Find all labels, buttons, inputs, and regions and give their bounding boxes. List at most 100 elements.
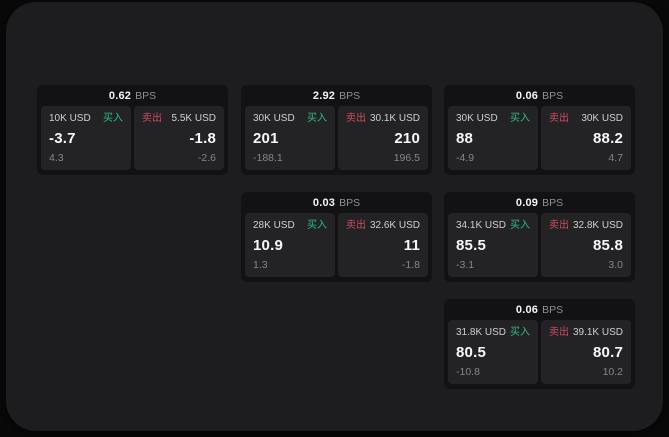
buy-tile-header: 31.8K USD 买入 xyxy=(456,327,530,338)
bps-value: 0.62 xyxy=(108,89,132,102)
buy-amount-label: 30K USD xyxy=(253,113,295,124)
card-body: 30K USD 买入 88 -4.9 卖出 30K USD 88.2 4.7 xyxy=(444,106,635,170)
sell-side-label: 卖出 xyxy=(549,220,569,231)
sell-quote-tile[interactable]: 卖出 32.8K USD 85.8 3.0 xyxy=(541,213,631,277)
sell-tile-header: 卖出 32.8K USD xyxy=(549,220,623,231)
bps-unit-label: BPS xyxy=(542,89,564,102)
sell-quote-tile[interactable]: 卖出 39.1K USD 80.7 10.2 xyxy=(541,320,631,384)
buy-delta-value: -4.9 xyxy=(456,152,475,164)
sell-amount-label: 30.1K USD xyxy=(369,113,420,124)
sell-price-value: 210 xyxy=(394,129,420,147)
sell-delta-value: 196.5 xyxy=(393,152,420,164)
buy-delta-value: -10.8 xyxy=(456,366,480,378)
buy-side-label: 买入 xyxy=(510,113,530,124)
buy-price-value: 88 xyxy=(456,129,474,147)
buy-quote-tile[interactable]: 34.1K USD 买入 85.5 -3.1 xyxy=(448,213,538,277)
buy-amount-label: 31.8K USD xyxy=(456,327,507,338)
buy-price-value: 201 xyxy=(253,129,279,147)
sell-amount-label: 32.6K USD xyxy=(369,220,420,231)
buy-price-value: 10.9 xyxy=(253,236,283,254)
bps-unit-label: BPS xyxy=(135,89,157,102)
bps-value: 0.06 xyxy=(515,89,539,102)
sell-side-label: 卖出 xyxy=(549,113,569,124)
buy-quote-tile[interactable]: 30K USD 买入 201 -188.1 xyxy=(245,106,335,170)
card-body: 28K USD 买入 10.9 1.3 卖出 32.6K USD 11 -1.8 xyxy=(241,213,432,277)
sell-tile-header: 卖出 5.5K USD xyxy=(142,113,216,124)
buy-delta-value: 4.3 xyxy=(49,152,64,164)
sell-amount-label: 30K USD xyxy=(581,113,623,124)
sell-tile-header: 卖出 30.1K USD xyxy=(346,113,420,124)
sell-tile-header: 卖出 30K USD xyxy=(549,113,623,124)
quote-card: 0.03 BPS 28K USD 买入 10.9 1.3 卖出 32.6K US… xyxy=(241,192,432,282)
buy-price-value: 80.5 xyxy=(456,343,486,361)
card-header: 0.09 BPS xyxy=(444,192,635,213)
bps-unit-label: BPS xyxy=(339,196,361,209)
sell-price-value: 85.8 xyxy=(593,236,623,254)
bps-unit-label: BPS xyxy=(542,303,564,316)
quote-card: 0.09 BPS 34.1K USD 买入 85.5 -3.1 卖出 32.8K… xyxy=(444,192,635,282)
sell-price-value: 88.2 xyxy=(593,129,623,147)
buy-tile-header: 34.1K USD 买入 xyxy=(456,220,530,231)
buy-amount-label: 10K USD xyxy=(49,113,91,124)
quote-card: 0.06 BPS 30K USD 买入 88 -4.9 卖出 30K USD 8… xyxy=(444,85,635,175)
sell-amount-label: 39.1K USD xyxy=(572,327,623,338)
buy-amount-label: 30K USD xyxy=(456,113,498,124)
buy-tile-header: 10K USD 买入 xyxy=(49,113,123,124)
bps-unit-label: BPS xyxy=(542,196,564,209)
quote-card: 0.06 BPS 31.8K USD 买入 80.5 -10.8 卖出 39.1… xyxy=(444,299,635,389)
sell-side-label: 卖出 xyxy=(346,220,366,231)
buy-amount-label: 34.1K USD xyxy=(456,220,507,231)
card-body: 30K USD 买入 201 -188.1 卖出 30.1K USD 210 1… xyxy=(241,106,432,170)
card-body: 10K USD 买入 -3.7 4.3 卖出 5.5K USD -1.8 -2.… xyxy=(37,106,228,170)
sell-delta-value: 10.2 xyxy=(602,366,623,378)
buy-tile-header: 30K USD 买入 xyxy=(456,113,530,124)
sell-delta-value: -2.6 xyxy=(197,152,216,164)
buy-side-label: 买入 xyxy=(510,220,530,231)
buy-quote-tile[interactable]: 28K USD 买入 10.9 1.3 xyxy=(245,213,335,277)
card-header: 0.62 BPS xyxy=(37,85,228,106)
bps-value: 0.09 xyxy=(515,196,539,209)
buy-side-label: 买入 xyxy=(510,327,530,338)
quote-card: 2.92 BPS 30K USD 买入 201 -188.1 卖出 30.1K … xyxy=(241,85,432,175)
card-body: 34.1K USD 买入 85.5 -3.1 卖出 32.8K USD 85.8… xyxy=(444,213,635,277)
sell-tile-header: 卖出 32.6K USD xyxy=(346,220,420,231)
buy-side-label: 买入 xyxy=(307,220,327,231)
sell-delta-value: 4.7 xyxy=(608,152,623,164)
sell-quote-tile[interactable]: 卖出 30.1K USD 210 196.5 xyxy=(338,106,428,170)
buy-quote-tile[interactable]: 30K USD 买入 88 -4.9 xyxy=(448,106,538,170)
bps-value: 0.06 xyxy=(515,303,539,316)
sell-tile-header: 卖出 39.1K USD xyxy=(549,327,623,338)
sell-amount-label: 32.8K USD xyxy=(572,220,623,231)
buy-side-label: 买入 xyxy=(103,113,123,124)
sell-quote-tile[interactable]: 卖出 30K USD 88.2 4.7 xyxy=(541,106,631,170)
bps-value: 2.92 xyxy=(312,89,336,102)
buy-amount-label: 28K USD xyxy=(253,220,295,231)
buy-tile-header: 30K USD 买入 xyxy=(253,113,327,124)
card-body: 31.8K USD 买入 80.5 -10.8 卖出 39.1K USD 80.… xyxy=(444,320,635,384)
bps-unit-label: BPS xyxy=(339,89,361,102)
quote-card: 0.62 BPS 10K USD 买入 -3.7 4.3 卖出 5.5K USD… xyxy=(37,85,228,175)
sell-quote-tile[interactable]: 卖出 5.5K USD -1.8 -2.6 xyxy=(134,106,224,170)
buy-delta-value: 1.3 xyxy=(253,259,268,271)
sell-delta-value: 3.0 xyxy=(608,259,623,271)
card-header: 0.03 BPS xyxy=(241,192,432,213)
card-header: 0.06 BPS xyxy=(444,299,635,320)
buy-quote-tile[interactable]: 10K USD 买入 -3.7 4.3 xyxy=(41,106,131,170)
sell-price-value: -1.8 xyxy=(189,129,216,147)
buy-tile-header: 28K USD 买入 xyxy=(253,220,327,231)
bps-value: 0.03 xyxy=(312,196,336,209)
card-header: 0.06 BPS xyxy=(444,85,635,106)
sell-side-label: 卖出 xyxy=(142,113,162,124)
sell-price-value: 11 xyxy=(403,236,420,254)
sell-quote-tile[interactable]: 卖出 32.6K USD 11 -1.8 xyxy=(338,213,428,277)
buy-side-label: 买入 xyxy=(307,113,327,124)
sell-delta-value: -1.8 xyxy=(401,259,420,271)
sell-side-label: 卖出 xyxy=(549,327,569,338)
card-header: 2.92 BPS xyxy=(241,85,432,106)
buy-delta-value: -188.1 xyxy=(253,152,283,164)
buy-delta-value: -3.1 xyxy=(456,259,475,271)
buy-quote-tile[interactable]: 31.8K USD 买入 80.5 -10.8 xyxy=(448,320,538,384)
sell-price-value: 80.7 xyxy=(593,343,623,361)
sell-side-label: 卖出 xyxy=(346,113,366,124)
